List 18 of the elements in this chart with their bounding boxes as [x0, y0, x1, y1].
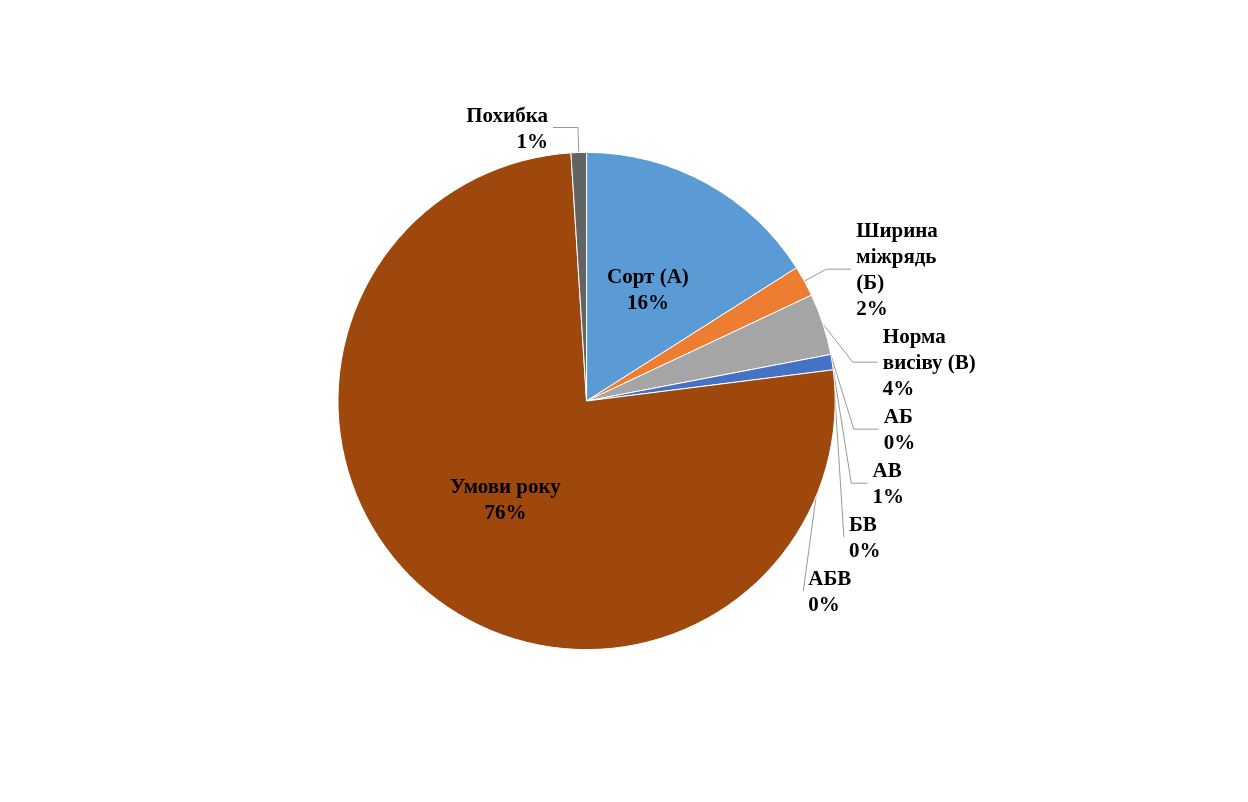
data-label: 16%: [626, 290, 669, 315]
data-label: 4%: [882, 376, 915, 401]
text: 0%: [883, 430, 916, 455]
data-label: 76%: [484, 500, 527, 525]
data-label: 2%: [856, 296, 888, 321]
slice-label: Норма висіву (В): [882, 324, 976, 375]
slice-label: Умови року: [449, 474, 562, 499]
category-label: АБВ: [808, 566, 852, 591]
slice-label: АВ: [872, 458, 902, 483]
data-label: 1%: [872, 484, 905, 509]
category-label: БВ: [848, 512, 877, 537]
category-label: АБ: [883, 404, 913, 429]
slice-label: Ширина міжрядь (Б): [856, 218, 944, 295]
slice-label: Сорт (А): [606, 264, 689, 289]
text: 0%: [808, 592, 840, 617]
data-label: 1%: [516, 128, 548, 153]
slice-label: Похибка: [466, 102, 549, 127]
text: 0%: [848, 538, 881, 563]
